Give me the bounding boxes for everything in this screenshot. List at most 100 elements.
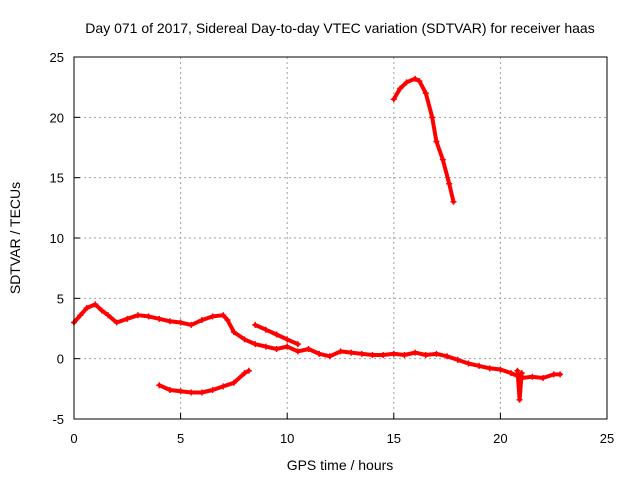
data-point [241,370,248,377]
data-point [550,371,557,378]
data-point [166,387,173,394]
y-axis-label: SDTVAR / TECUs [7,182,23,294]
x-tick-labels: 0 5 10 15 20 25 [70,431,614,446]
data-point [262,343,269,350]
data-point [284,336,291,343]
data-point [105,312,112,319]
data-point [305,346,312,353]
data-point [403,79,410,86]
data-point [476,362,483,369]
x-tick-label: 10 [280,431,294,446]
data-point [252,341,259,348]
data-point [508,370,515,377]
data-point [262,326,269,333]
data-point [412,75,419,82]
data-point [166,318,173,325]
x-tick-label: 15 [387,431,401,446]
data-point [83,304,90,311]
data-point [390,96,397,103]
data-point [348,349,355,356]
data-point [316,350,323,357]
data-point [497,366,504,373]
data-point [557,371,564,378]
data-point [446,180,453,187]
data-point [390,350,397,357]
y-tick-label: 5 [57,291,64,306]
data-point [422,352,429,359]
data-point [358,350,365,357]
data-point [156,382,163,389]
data-point [220,312,227,319]
data-point [450,198,457,205]
series-line-haas-low-arc [157,368,251,395]
data-point [198,317,205,324]
data-point [516,396,523,403]
data-point [465,360,472,367]
y-tick-label: 0 [57,352,64,367]
data-point [514,367,521,374]
x-tick-label: 25 [600,431,614,446]
data-point [401,352,408,359]
data-point [529,373,536,380]
data-point [337,348,344,355]
data-point [77,312,84,319]
x-axis-label: GPS time / hours [287,457,394,473]
data-point [429,114,436,121]
data-point [188,321,195,328]
data-point [294,348,301,355]
data-point [245,367,252,374]
data-point [294,341,301,348]
data-point [134,312,141,319]
data-point [369,352,376,359]
x-tick-label: 0 [70,431,77,446]
data-point [177,319,184,326]
data-point [444,353,451,360]
y-tick-label: 25 [50,50,64,65]
data-point [98,307,105,314]
data-point [422,90,429,97]
data-point [230,379,237,386]
data-point [188,389,195,396]
data-point [224,317,231,324]
data-point [540,374,547,381]
chart-title: Day 071 of 2017, Sidereal Day-to-day VTE… [85,20,594,36]
data-point [439,156,446,163]
data-point [433,138,440,145]
grid-lines [73,56,608,420]
data-point [209,313,216,320]
data-point [518,370,525,377]
data-point [412,349,419,356]
data-point [416,78,423,85]
data-point [380,352,387,359]
data-point [284,343,291,350]
data-point [177,388,184,395]
data-point [230,329,237,336]
data-point [326,353,333,360]
x-tick-label: 20 [493,431,507,446]
data-point [209,387,216,394]
data-point [92,301,99,308]
data-point [124,315,131,322]
data-series [71,75,564,403]
y-tick-label: 15 [50,171,64,186]
data-point [433,350,440,357]
data-point [156,315,163,322]
y-tick-label: 10 [50,231,64,246]
y-tick-label: 20 [50,110,64,125]
data-point [273,346,280,353]
data-point [220,383,227,390]
y-tick-label: -5 [52,412,64,427]
data-point [486,365,493,372]
plot-frame [73,56,608,420]
data-point [145,313,152,320]
data-point [241,336,248,343]
data-point [198,389,205,396]
data-point [397,85,404,92]
data-point [113,319,120,326]
data-point [252,321,259,328]
data-point [273,331,280,338]
x-tick-label: 5 [177,431,184,446]
y-tick-labels: -5 0 5 10 15 20 25 [50,50,64,427]
